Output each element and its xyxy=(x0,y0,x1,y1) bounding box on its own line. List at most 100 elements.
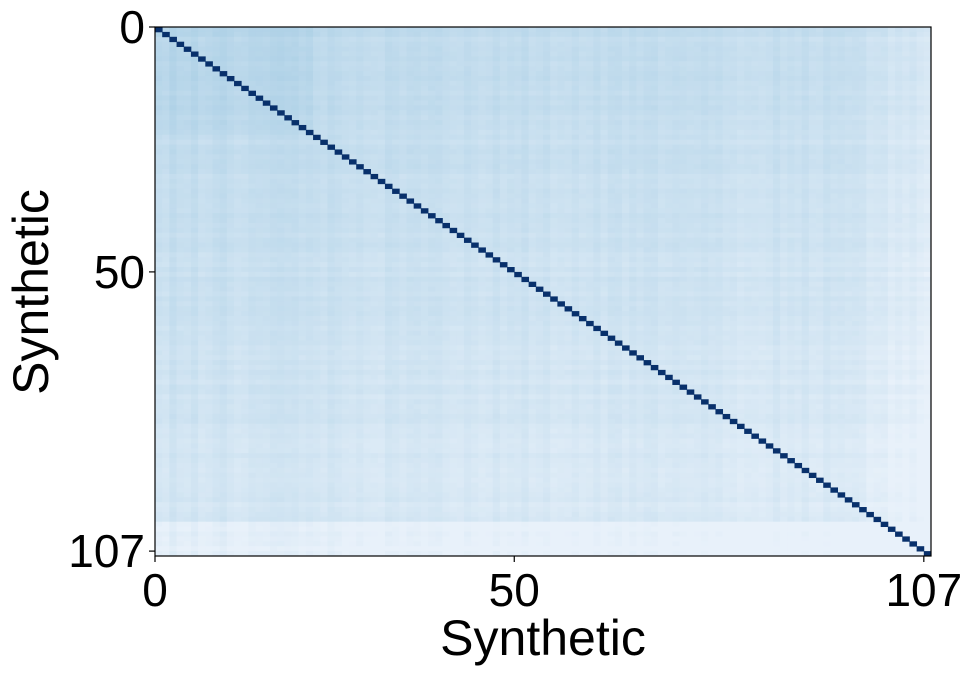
heatmap-cell xyxy=(665,203,673,209)
heatmap-cell xyxy=(363,188,371,194)
heatmap-cell xyxy=(758,213,767,219)
heatmap-cell xyxy=(794,51,803,57)
heatmap-cell xyxy=(234,71,242,77)
heatmap-cell xyxy=(334,115,343,121)
heatmap-cell xyxy=(384,188,393,194)
heatmap-cell xyxy=(456,61,465,67)
heatmap-cell xyxy=(643,27,652,33)
heatmap-cell xyxy=(226,95,235,101)
heatmap-cell xyxy=(715,110,724,116)
heatmap-cell xyxy=(557,173,565,180)
heatmap-cell xyxy=(363,85,371,92)
heatmap-cell xyxy=(507,61,515,67)
heatmap-cell xyxy=(909,247,918,253)
heatmap-cell xyxy=(291,41,300,47)
heatmap-cell xyxy=(722,144,731,150)
heatmap-cell xyxy=(277,46,285,52)
heatmap-cell xyxy=(248,110,256,116)
heatmap-cell xyxy=(859,56,867,62)
heatmap-cell xyxy=(686,218,695,224)
heatmap-cell xyxy=(198,66,206,72)
heatmap-cell xyxy=(887,124,896,131)
heatmap-cell xyxy=(672,144,680,150)
heatmap-cell xyxy=(442,149,450,155)
heatmap-cell xyxy=(478,124,486,131)
heatmap-cell xyxy=(557,27,565,33)
heatmap-cell xyxy=(356,124,364,131)
heatmap-cell xyxy=(686,154,695,160)
heatmap-cell xyxy=(895,75,903,82)
heatmap-cell xyxy=(772,51,781,57)
heatmap-cell xyxy=(643,90,652,96)
heatmap-cell xyxy=(485,164,494,170)
heatmap-cell xyxy=(155,100,163,106)
heatmap-cell xyxy=(406,183,415,190)
heatmap-cell xyxy=(269,169,278,175)
heatmap-cell xyxy=(162,149,170,155)
heatmap-cell xyxy=(341,27,350,33)
heatmap-cell xyxy=(859,164,867,170)
heatmap-cell xyxy=(521,149,530,155)
heatmap-cell xyxy=(535,213,544,219)
heatmap-cell xyxy=(708,90,716,96)
heatmap-cell xyxy=(729,203,738,209)
heatmap-cell xyxy=(428,178,436,185)
heatmap-cell xyxy=(248,203,256,209)
heatmap-cell xyxy=(219,208,228,214)
heatmap-cell xyxy=(399,252,407,258)
heatmap-cell xyxy=(866,31,874,38)
heatmap-cell xyxy=(909,105,918,111)
heatmap-cell xyxy=(816,75,824,82)
heatmap-cell xyxy=(183,178,192,185)
heatmap-cell xyxy=(643,242,652,248)
heatmap-cell xyxy=(241,46,249,52)
heatmap-cell xyxy=(686,71,695,77)
heatmap-cell xyxy=(801,164,810,170)
heatmap-cell xyxy=(578,124,587,131)
heatmap-cell xyxy=(277,227,285,234)
heatmap-cell xyxy=(701,71,709,77)
heatmap-cell xyxy=(507,169,515,175)
heatmap-cell xyxy=(212,85,221,92)
heatmap-cell xyxy=(622,115,630,121)
heatmap-cell xyxy=(765,237,774,243)
heatmap-cell xyxy=(305,120,314,126)
heatmap-cell xyxy=(456,208,465,214)
heatmap-cell xyxy=(657,95,666,101)
heatmap-cell xyxy=(305,218,314,224)
heatmap-cell xyxy=(557,115,565,121)
heatmap-cell xyxy=(169,208,177,214)
heatmap-cell xyxy=(320,46,328,52)
heatmap-cell xyxy=(190,27,199,33)
heatmap-cell xyxy=(485,178,494,185)
heatmap-cell xyxy=(772,85,781,92)
heatmap-cell xyxy=(219,110,228,116)
heatmap-cell xyxy=(363,51,371,57)
heatmap-cell xyxy=(521,36,530,43)
heatmap-cell xyxy=(665,232,673,239)
heatmap-cell xyxy=(320,247,328,253)
heatmap-cell xyxy=(571,124,580,131)
heatmap-cell xyxy=(456,66,465,72)
heatmap-cell xyxy=(262,31,271,38)
heatmap-cell xyxy=(169,31,177,38)
heatmap-cell xyxy=(902,115,910,121)
heatmap-cell xyxy=(514,237,522,243)
heatmap-cell xyxy=(363,232,371,239)
heatmap-cell xyxy=(269,178,278,185)
heatmap-cell xyxy=(672,159,680,165)
heatmap-cell xyxy=(607,218,616,224)
heatmap-cell xyxy=(384,169,393,175)
heatmap-cell xyxy=(693,105,702,111)
heatmap-cell xyxy=(772,213,781,219)
heatmap-cell xyxy=(744,90,752,96)
heatmap-cell xyxy=(492,61,501,67)
heatmap-cell xyxy=(765,85,774,92)
heatmap-cell xyxy=(356,183,364,190)
heatmap-cell xyxy=(262,159,271,165)
heatmap-cell xyxy=(478,66,486,72)
heatmap-cell xyxy=(248,129,256,136)
heatmap-cell xyxy=(902,27,910,33)
heatmap-cell xyxy=(155,124,163,131)
heatmap-cell xyxy=(543,71,551,77)
